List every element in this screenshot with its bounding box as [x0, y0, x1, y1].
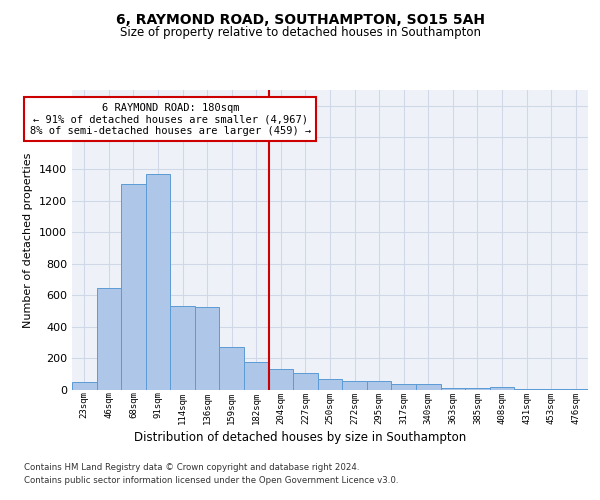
Bar — [342, 380, 367, 390]
Bar — [367, 382, 391, 390]
Text: 6, RAYMOND ROAD, SOUTHAMPTON, SO15 5AH: 6, RAYMOND ROAD, SOUTHAMPTON, SO15 5AH — [115, 12, 485, 26]
Text: Distribution of detached houses by size in Southampton: Distribution of detached houses by size … — [134, 431, 466, 444]
Bar — [563, 389, 588, 390]
Bar — [195, 307, 220, 390]
Bar — [72, 382, 97, 390]
Text: 6 RAYMOND ROAD: 180sqm
← 91% of detached houses are smaller (4,967)
8% of semi-d: 6 RAYMOND ROAD: 180sqm ← 91% of detached… — [29, 102, 311, 136]
Bar — [293, 372, 318, 390]
Bar — [318, 379, 342, 390]
Bar — [416, 384, 440, 390]
Bar — [97, 288, 121, 390]
Bar — [539, 389, 563, 390]
Bar — [220, 348, 244, 390]
Bar — [146, 174, 170, 390]
Bar — [269, 368, 293, 390]
Y-axis label: Number of detached properties: Number of detached properties — [23, 152, 34, 328]
Text: Contains public sector information licensed under the Open Government Licence v3: Contains public sector information licen… — [24, 476, 398, 485]
Bar — [244, 362, 269, 390]
Bar — [440, 388, 465, 390]
Bar — [170, 306, 195, 390]
Bar — [490, 387, 514, 390]
Bar — [121, 184, 146, 390]
Bar — [465, 388, 490, 390]
Bar — [391, 384, 416, 390]
Bar — [514, 389, 539, 390]
Text: Size of property relative to detached houses in Southampton: Size of property relative to detached ho… — [119, 26, 481, 39]
Text: Contains HM Land Registry data © Crown copyright and database right 2024.: Contains HM Land Registry data © Crown c… — [24, 464, 359, 472]
